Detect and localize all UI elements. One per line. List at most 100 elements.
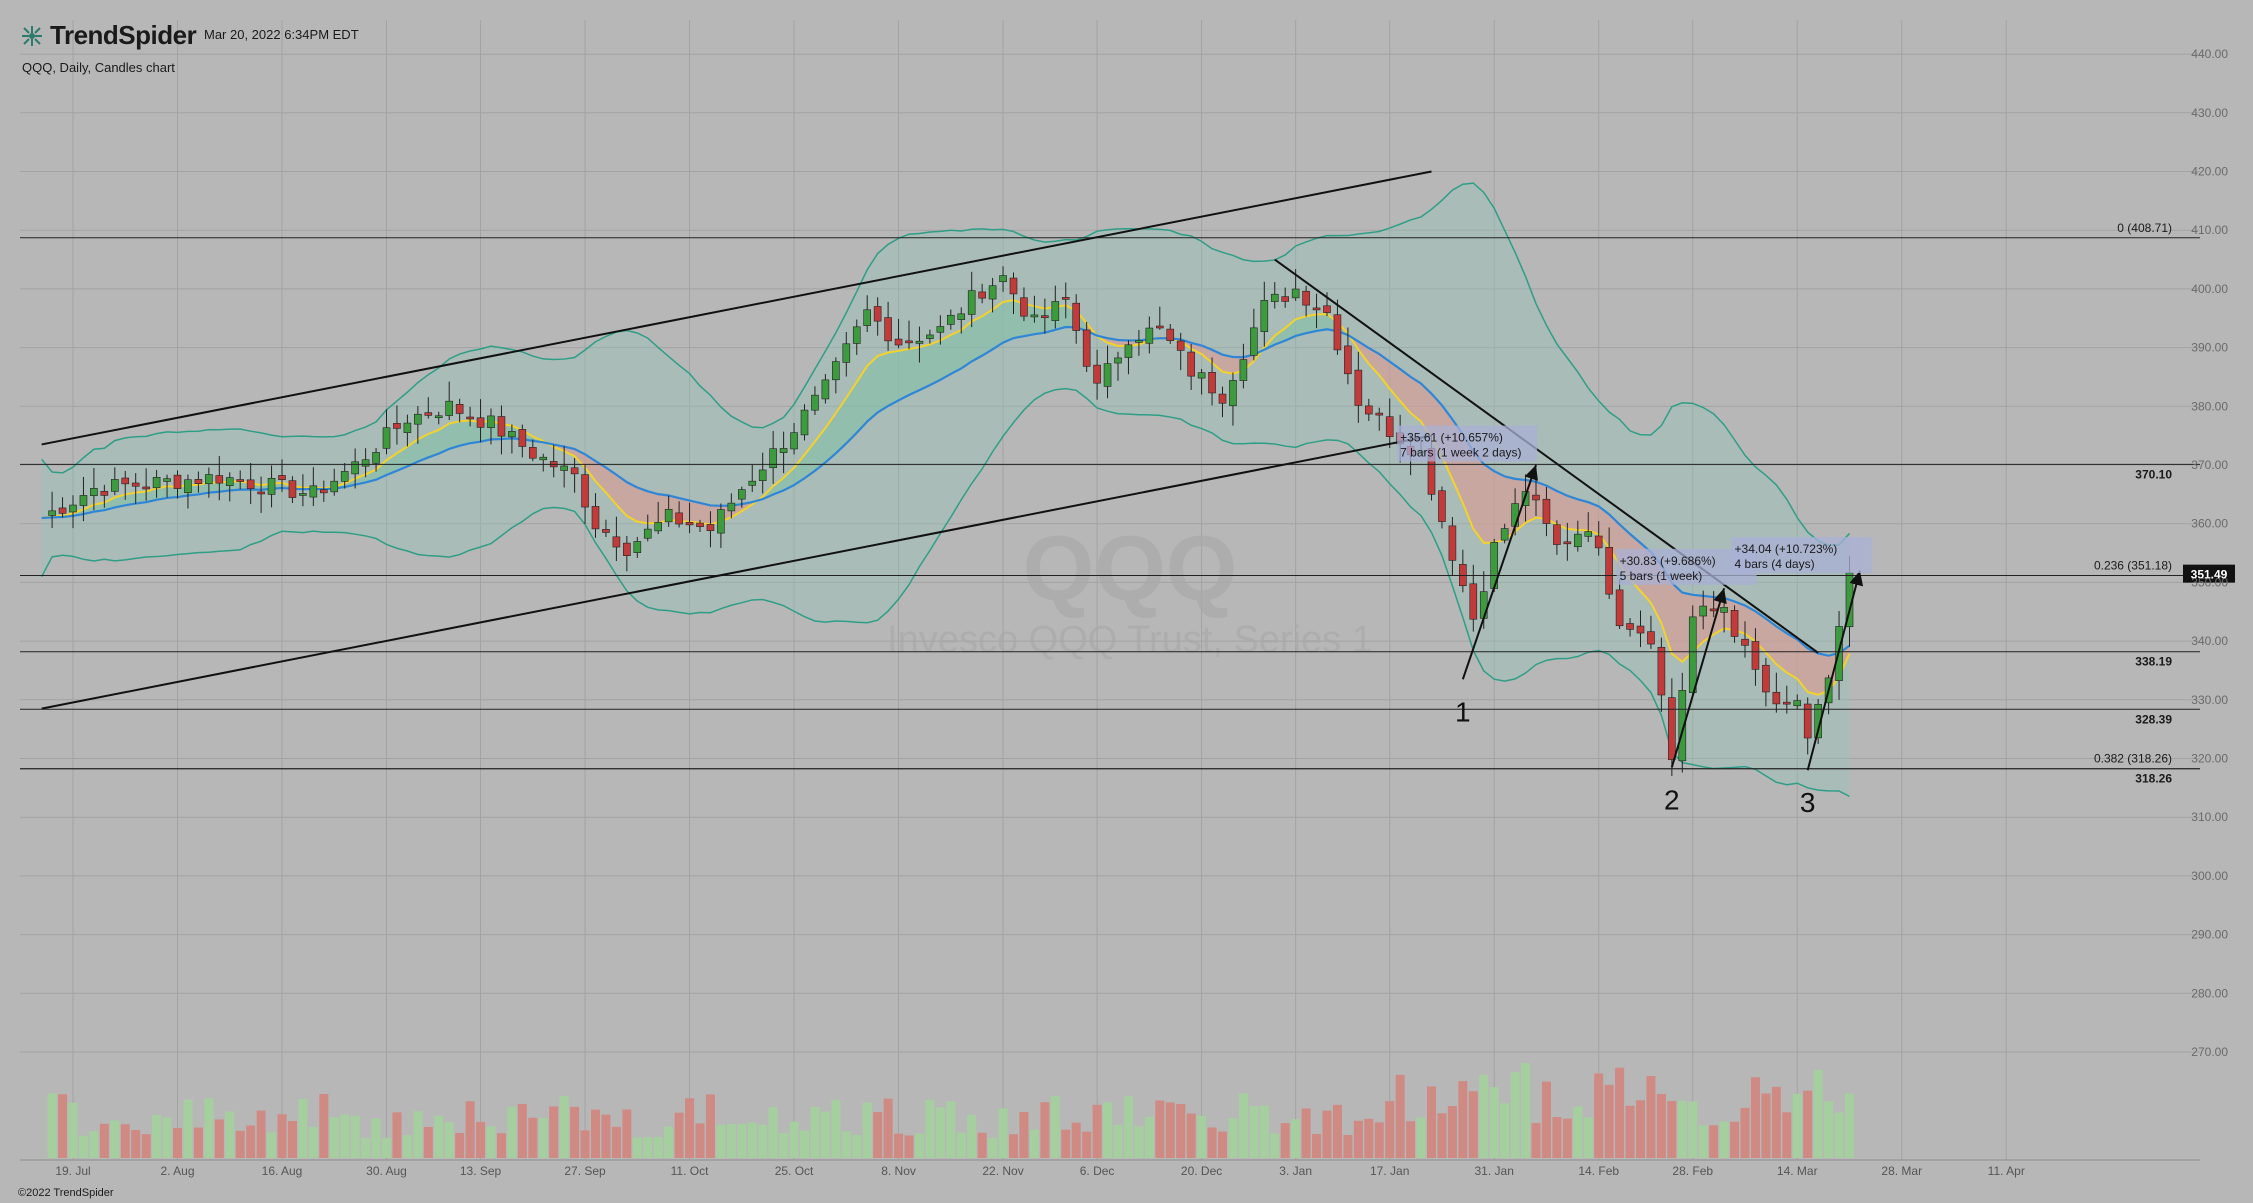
volume-bar [1123,1096,1133,1158]
candle-body [1647,631,1655,645]
ribbon-segment [125,492,136,506]
volume-bar [1437,1113,1447,1158]
volume-bar [1709,1125,1719,1158]
candle-body [131,482,140,487]
volume-bar [141,1134,151,1158]
volume-bar [747,1122,757,1158]
volume-bar [99,1123,109,1158]
volume-bar [988,1137,998,1158]
volume-bar [1040,1102,1050,1158]
candle-body [1375,412,1384,416]
measure-line [1670,587,1726,768]
candle-body [1574,533,1582,548]
volume-bar [110,1120,120,1158]
ribbon-segment [1556,490,1568,529]
candle-body [1218,393,1227,404]
candle-body [1762,664,1770,693]
candle-body [1448,525,1457,561]
candle-body [1208,372,1216,394]
volume-bar [319,1094,329,1158]
candle-body [278,475,286,480]
volume-bar [256,1110,266,1158]
volume-bar [444,1122,454,1158]
volume-bar [1291,1119,1301,1158]
volume-bar [1688,1101,1698,1158]
candle-body [225,477,234,487]
volume-bar [1134,1126,1144,1158]
volume-bar [382,1137,391,1158]
candle-body [1814,703,1822,739]
candle-body [1542,498,1551,524]
ribbon-segment [1567,495,1578,531]
y-tick-label: 290.00 [2191,928,2228,942]
volume-bar [935,1107,945,1158]
candle-body [1709,608,1718,612]
candle-body [393,423,401,429]
ribbon-segment [1713,597,1725,635]
ribbon-segment [971,316,983,362]
candle-body [737,489,746,500]
volume-bar [1646,1075,1656,1158]
candle-body [528,447,537,459]
x-tick-label: 13. Sep [460,1164,502,1178]
x-tick-label: 28. Mar [1881,1164,1922,1178]
volume-bar [1719,1121,1729,1158]
candle-body [1783,701,1791,705]
volume-bar [1009,1134,1018,1158]
ribbon-segment [595,461,606,493]
candle-body [1145,327,1154,344]
candle-body [560,465,568,471]
ribbon-segment [1473,451,1484,543]
volume-bar [1562,1118,1572,1158]
ribbon-segment [961,321,972,369]
volume-bar [1656,1093,1666,1158]
candle-body [1229,380,1237,407]
volume-bar [1845,1093,1854,1158]
ribbon-segment [198,482,209,495]
candle-body [706,524,715,532]
trendspider-logo[interactable]: TrendSpider [20,20,197,51]
candle-body [58,507,67,514]
volume-bar [841,1131,851,1158]
candle-body [988,285,997,300]
candle-body [957,313,966,320]
candle-body [1312,307,1321,311]
candle-body [633,541,642,553]
candle-body [654,522,663,532]
level-label: 370.10 [2135,467,2172,481]
ribbon-segment [856,365,868,433]
volume-bar [517,1103,527,1158]
candle-body [257,491,265,495]
x-tick-label: 11. Oct [671,1164,709,1178]
ribbon-segment [146,488,157,503]
candle-body [1605,547,1613,595]
swing-label: 3 [1800,787,1816,818]
candle-body [1511,503,1519,527]
volume-bar [1113,1124,1123,1158]
volume-bar [1343,1134,1353,1158]
volume-bar [1615,1067,1625,1158]
volume-bar [914,1133,924,1158]
volume-bar [235,1130,245,1158]
candle-body [967,290,976,315]
volume-bar [1207,1127,1217,1158]
candle-body [727,502,736,512]
candle-body [1239,359,1248,381]
swing-labels: 1 2 3 [1455,696,1815,818]
volume-bar [904,1135,914,1158]
candle-body [1103,363,1112,387]
ribbon-segment [135,491,147,504]
ribbon-segment [929,340,941,386]
volume-bar [1176,1103,1186,1158]
ribbon-segment [626,482,638,522]
volume-bar [831,1100,841,1158]
volume-bar [1061,1129,1071,1158]
candle-body [1323,305,1331,313]
candle-body [330,480,339,493]
axes: 270.00280.00290.00300.00310.00320.00330.… [55,47,2228,1178]
y-tick-label: 390.00 [2191,341,2228,355]
ribbon-segment [1306,314,1317,334]
volume-bar [1312,1133,1322,1158]
ribbon-segment [1807,648,1819,695]
